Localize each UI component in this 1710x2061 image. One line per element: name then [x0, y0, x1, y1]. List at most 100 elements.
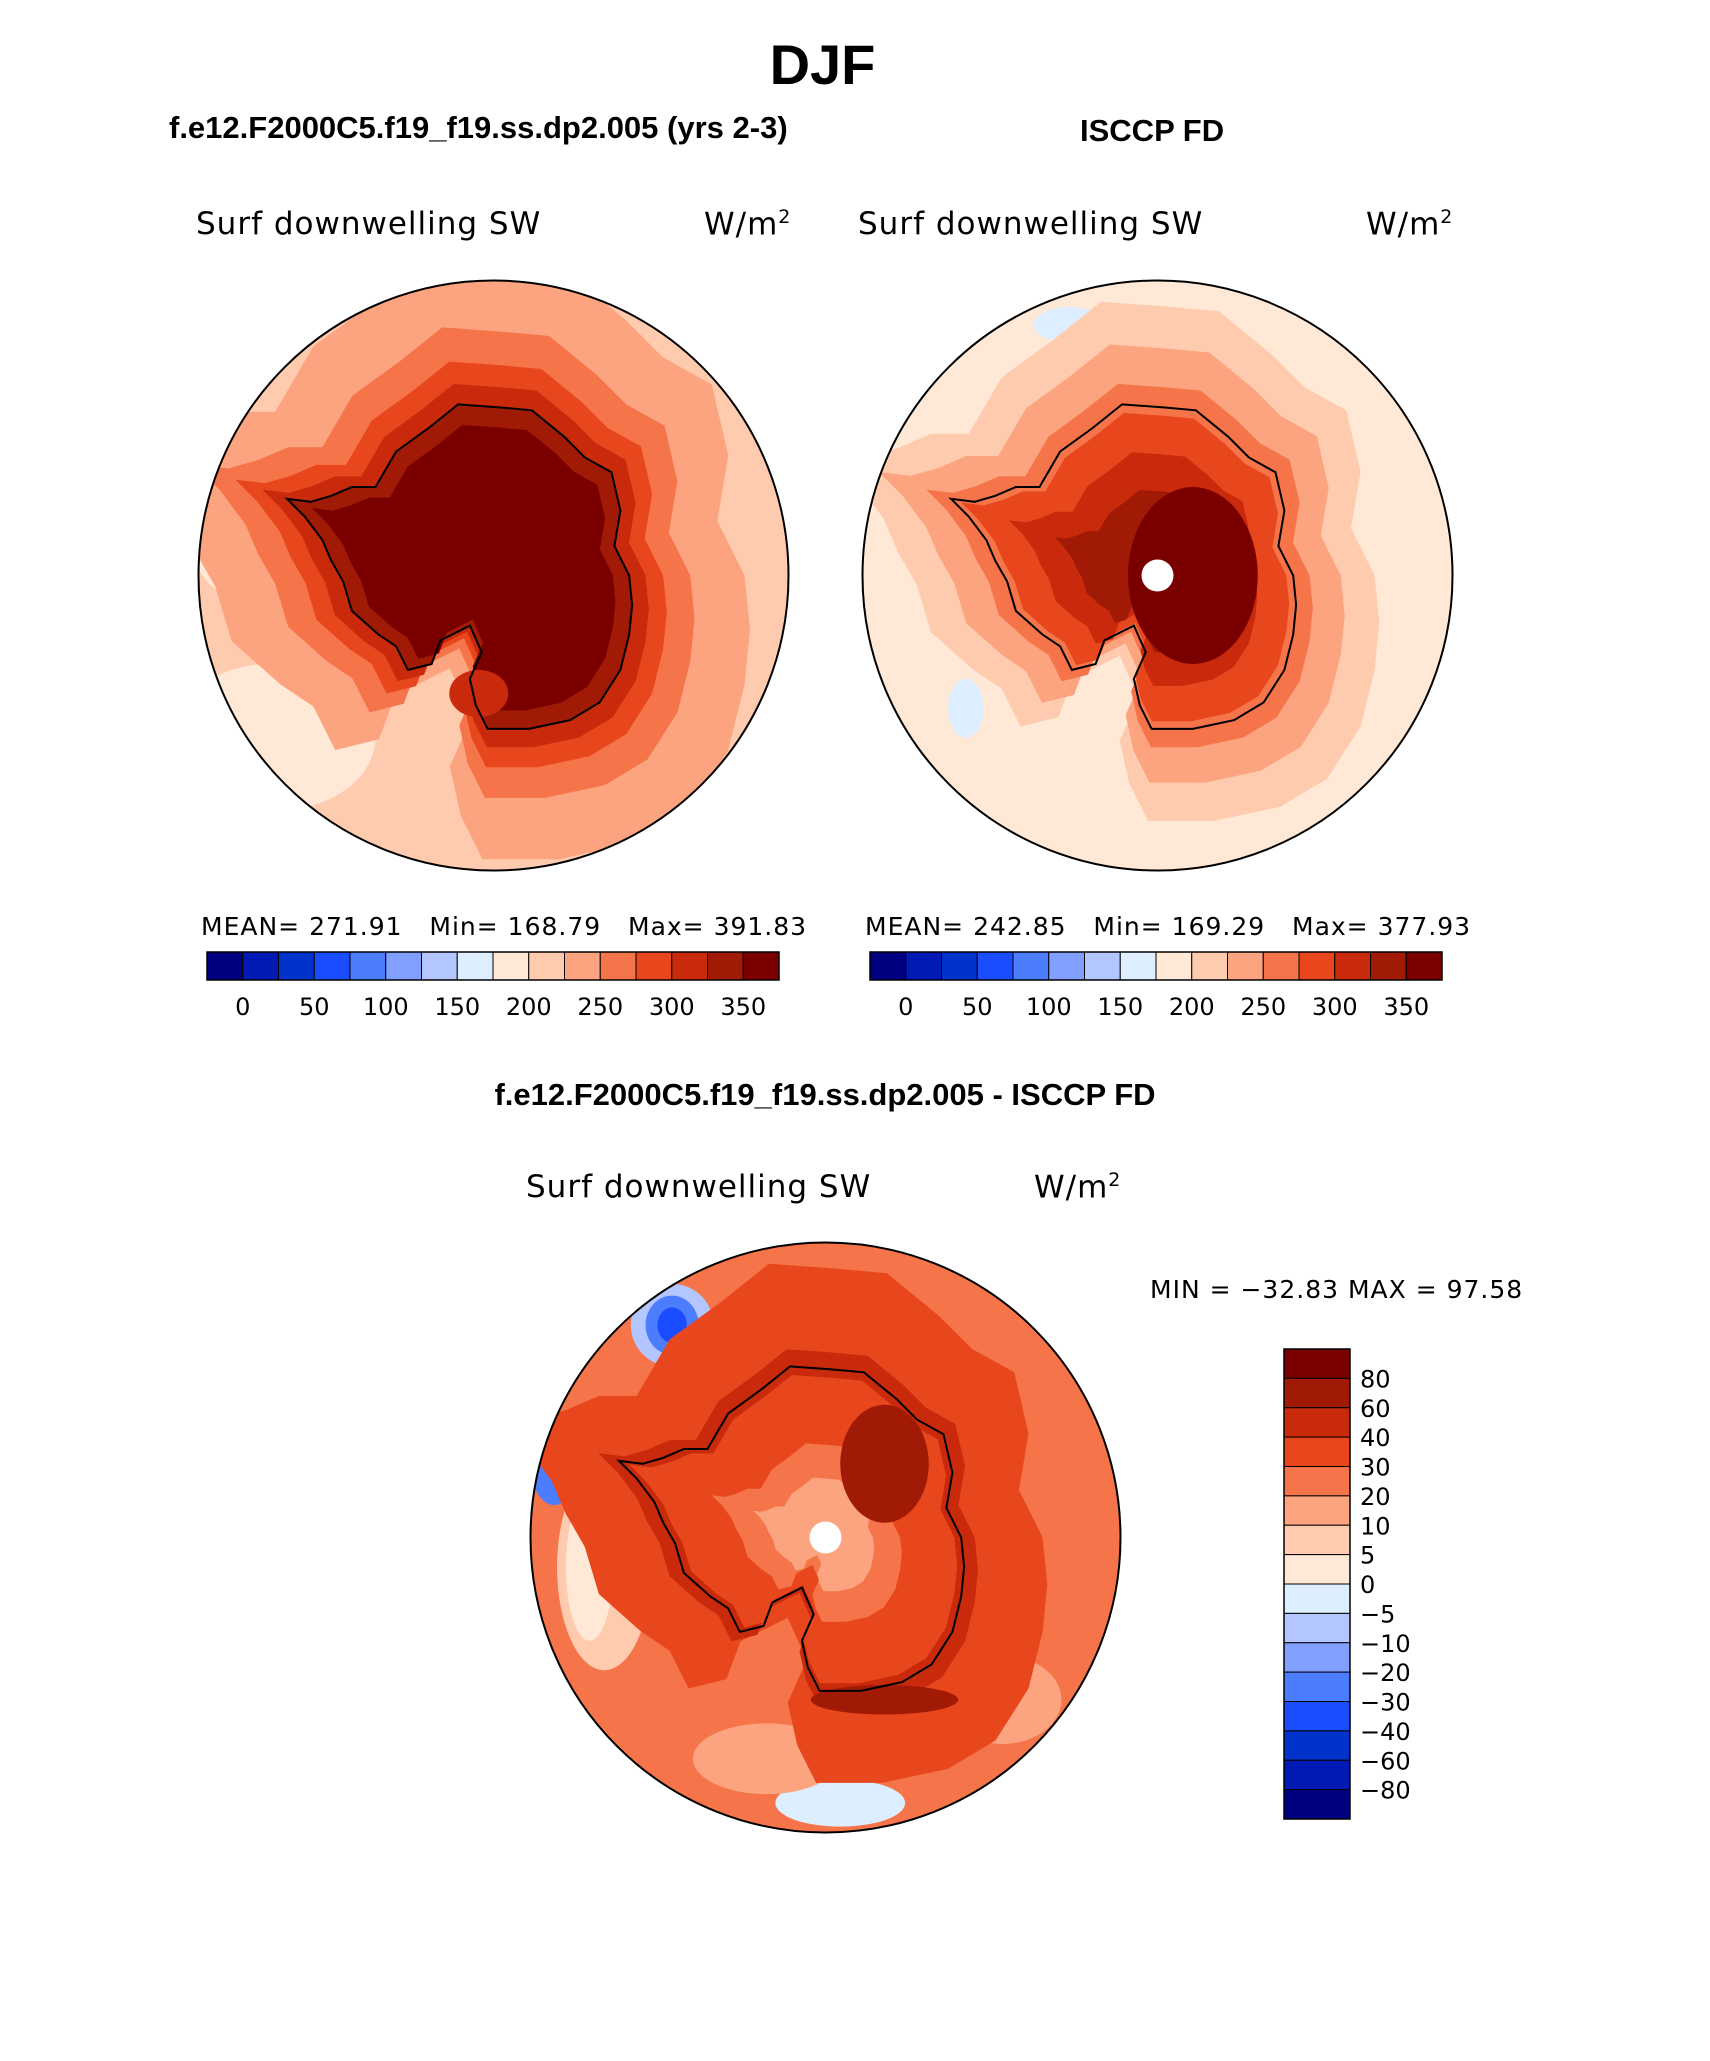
obs-colorbar-bin [1298, 951, 1336, 981]
model-colorbar-bin [742, 951, 780, 981]
diff-field-patch [810, 1685, 959, 1715]
diff-panel-title: f.e12.F2000C5.f19_f19.ss.dp2.005 - ISCCP… [494, 1077, 1156, 1112]
model-polar-map [197, 279, 790, 872]
diff-field-patch [775, 1779, 906, 1827]
obs-colorbar-tick-label: 150 [1097, 993, 1143, 1021]
obs-max-label: Max= [1292, 912, 1369, 941]
diff-colorbar-tick-label: −30 [1360, 1689, 1411, 1717]
obs-colorbar-bin [1262, 951, 1300, 981]
diff-field [530, 1242, 1121, 1833]
diff-map-border [529, 1241, 1122, 1834]
model-min-label: Min= [429, 912, 499, 941]
diff-colorbar-bin [1283, 1377, 1351, 1409]
diff-colorbar-bin [1283, 1642, 1351, 1673]
diff-colorbar-bin [1283, 1466, 1351, 1497]
obs-missing-pole [1141, 559, 1174, 592]
diff-colorbar-tick-label: 30 [1360, 1454, 1391, 1482]
obs-mean-label: MEAN= [865, 912, 965, 941]
obs-colorbar-bin [1227, 951, 1264, 981]
diff-coastline [616, 1365, 966, 1692]
obs-coastline [948, 403, 1298, 730]
model-colorbar-bin [707, 951, 744, 981]
obs-colorbar-tick-label: 200 [1169, 993, 1215, 1021]
diff-colorbar-bin [1283, 1789, 1351, 1820]
model-mean-value: 271.91 [309, 912, 403, 941]
diff-colorbar-tick-label: 20 [1360, 1483, 1391, 1511]
model-colorbar-bin [635, 951, 673, 981]
obs-colorbar-bin [1334, 951, 1371, 981]
model-colorbar-bin [456, 951, 494, 981]
obs-units-sup: 2 [1440, 206, 1454, 228]
diff-missing-pole [809, 1521, 842, 1554]
obs-colorbar-frame [869, 951, 1443, 981]
model-contour-band [311, 424, 616, 711]
obs-colorbar-bin [1048, 951, 1085, 981]
diff-colorbar-tick-label: −20 [1360, 1659, 1411, 1687]
model-colorbar-bin [671, 951, 708, 981]
diff-colorbar-bin [1283, 1583, 1351, 1614]
model-colorbar-tick-label: 350 [720, 993, 766, 1021]
diff-colorbar-tick-label: −10 [1360, 1630, 1411, 1658]
model-colorbar-bin [528, 951, 565, 981]
model-colorbar-bin [278, 951, 315, 981]
obs-colorbar-bin [905, 951, 942, 981]
diff-colorbar-bin [1283, 1730, 1351, 1761]
obs-colorbar-bin [1191, 951, 1228, 981]
model-colorbar-tick-label: 0 [235, 993, 250, 1021]
model-variable-label: Surf downwelling SW [196, 206, 542, 242]
model-units-label: W/m2 [704, 206, 791, 242]
diff-colorbar-bin [1283, 1759, 1351, 1791]
diff-colorbar-tick-label: −40 [1360, 1718, 1411, 1746]
diff-colorbar-frame [1283, 1348, 1351, 1820]
diff-colorbar-tick-label: 5 [1360, 1542, 1375, 1570]
obs-panel-title: ISCCP FD [1080, 113, 1225, 148]
obs-field-patch [1128, 487, 1258, 664]
diff-colorbar-tick-label: 10 [1360, 1512, 1391, 1540]
obs-polar-map [861, 279, 1454, 872]
model-coastline [284, 403, 634, 730]
obs-colorbar-bin [1012, 951, 1050, 981]
obs-colorbar-bin [976, 951, 1014, 981]
obs-colorbar-tick-label: 300 [1312, 993, 1358, 1021]
diff-field-patch [840, 1404, 929, 1523]
diff-polar-map [529, 1241, 1122, 1834]
obs-variable-label: Surf downwelling SW [858, 206, 1204, 242]
model-colorbar-frame [206, 951, 780, 981]
model-field [198, 280, 789, 871]
obs-colorbar-tick-label: 50 [962, 993, 993, 1021]
diff-colorbar-tick-label: 40 [1360, 1424, 1391, 1452]
diff-units: W/m [1034, 1169, 1109, 1206]
diff-colorbar-bin [1283, 1436, 1351, 1467]
model-stats: MEAN= 271.91 Min= 168.79 Max= 391.83 [201, 912, 807, 941]
model-colorbar-bin [349, 951, 387, 981]
obs-stats: MEAN= 242.85 Min= 169.29 Max= 377.93 [865, 912, 1471, 941]
model-map-border [197, 279, 790, 872]
model-min-value: 168.79 [507, 912, 602, 941]
model-colorbar-tick-label: 200 [506, 993, 552, 1021]
obs-map-border [861, 279, 1454, 872]
model-units: W/m [704, 206, 779, 243]
diff-colorbar-tick-label: 0 [1360, 1571, 1375, 1599]
model-colorbar-bin [492, 951, 530, 981]
diff-colorbar-bin [1283, 1524, 1351, 1556]
obs-colorbar-tick-label: 250 [1240, 993, 1286, 1021]
obs-mean-value: 242.85 [973, 912, 1067, 941]
diff-units-sup: 2 [1108, 1169, 1122, 1191]
diff-colorbar-bin [1283, 1495, 1351, 1526]
obs-colorbar-tick-label: 0 [898, 993, 913, 1021]
model-max-value: 391.83 [713, 912, 808, 941]
obs-colorbar: 0 50 100 150 200 250 300 350 [869, 951, 1443, 1021]
model-colorbar-tick-label: 150 [434, 993, 480, 1021]
figure-title: DJF [769, 33, 876, 96]
obs-colorbar-tick-label: 100 [1026, 993, 1072, 1021]
obs-colorbar-bin [1084, 951, 1121, 981]
model-field-patch [449, 669, 509, 718]
diff-colorbar-tick-label: 60 [1360, 1395, 1391, 1423]
obs-colorbar-bin [1155, 951, 1193, 981]
obs-colorbar-bin [869, 951, 907, 981]
diff-colorbar-bin [1283, 1554, 1351, 1585]
diff-units-label: W/m2 [1034, 1169, 1121, 1205]
model-panel-title: f.e12.F2000C5.f19_f19.ss.dp2.005 (yrs 2-… [169, 110, 788, 145]
obs-colorbar-bin [1405, 951, 1443, 981]
diff-colorbar-bin [1283, 1701, 1351, 1732]
